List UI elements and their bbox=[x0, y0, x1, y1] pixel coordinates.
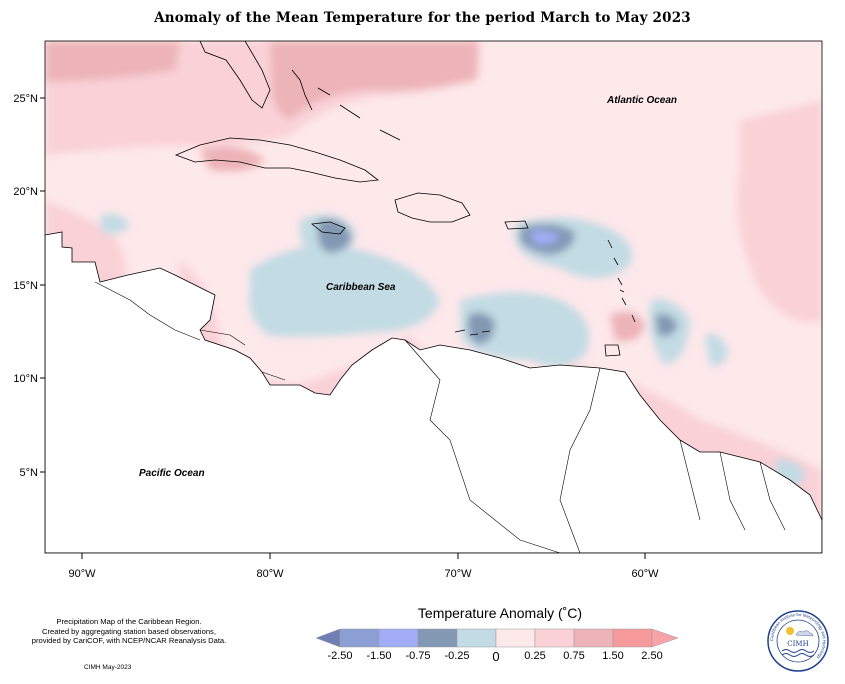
map-title: Anomaly of the Mean Temperature for the … bbox=[154, 10, 691, 26]
legend-bin bbox=[612, 628, 653, 648]
jamaica-outline bbox=[310, 221, 346, 235]
puerto-rico-outline bbox=[504, 220, 529, 230]
color-legend: -2.50 -1.50 -0.75 -0.25 0 0.25 0.75 1.50… bbox=[315, 628, 679, 664]
legend-tick-label: 0.25 bbox=[524, 650, 545, 662]
caribbean-sea-label: Caribbean Sea bbox=[326, 282, 396, 293]
land-masses bbox=[45, 231, 822, 553]
lesser-antilles-outline bbox=[607, 239, 636, 323]
legend-tick-label: 2.50 bbox=[641, 650, 662, 662]
lon-tick-label: 70°W bbox=[444, 568, 472, 580]
abc-islands-outline bbox=[454, 329, 491, 336]
lat-tick-label: 25°N bbox=[13, 93, 38, 105]
legend-bin bbox=[573, 628, 614, 648]
cool-anomaly-areas bbox=[100, 213, 805, 490]
notes-line: provided by CariCOF, with NCEP/NCAR Rean… bbox=[31, 636, 227, 645]
legend-tick-label: 0.75 bbox=[563, 650, 584, 662]
legend-bin bbox=[534, 628, 575, 648]
legend-tick-label: -1.50 bbox=[366, 650, 391, 662]
waves-icon bbox=[781, 649, 815, 657]
country-borders bbox=[94, 281, 786, 553]
issue-date: CIMH May-2023 bbox=[84, 664, 132, 671]
notes-line: Created by aggregating station based obs… bbox=[42, 626, 216, 636]
legend-tick-label: -0.25 bbox=[444, 650, 469, 662]
lat-tick-label: 15°N bbox=[13, 280, 38, 292]
lat-tick-label: 20°N bbox=[13, 186, 38, 198]
central-america-land bbox=[45, 231, 822, 553]
florida-outline bbox=[199, 41, 271, 109]
map-notes: Precipitation Map of the Caribbean Regio… bbox=[14, 617, 244, 646]
legend-bin bbox=[495, 628, 536, 648]
legend-tick-label: -2.50 bbox=[327, 650, 352, 662]
logo-initials: CIMH bbox=[787, 640, 808, 648]
cloud-icon bbox=[795, 630, 814, 637]
sun-icon bbox=[786, 627, 794, 635]
legend-bin bbox=[456, 628, 497, 648]
lon-tick-label: 80°W bbox=[256, 568, 284, 580]
notes-line: Precipitation Map of the Caribbean Regio… bbox=[56, 617, 202, 626]
cuba-outline bbox=[174, 137, 380, 183]
cimh-logo: Caribbean Institute for Meteorology and … bbox=[767, 610, 829, 672]
legend-arrow-low bbox=[315, 628, 341, 648]
islands bbox=[174, 41, 636, 357]
lon-tick-label: 60°W bbox=[631, 568, 659, 580]
legend-tick-label: -0.75 bbox=[405, 650, 430, 662]
legend-title: Temperature Anomaly (˚C) bbox=[417, 605, 583, 621]
legend-bin bbox=[378, 628, 419, 648]
legend-tick-label: 0 bbox=[492, 649, 499, 664]
latitude-axis: 25°N 20°N 15°N 10°N 5°N bbox=[13, 93, 45, 479]
bahamas-outline bbox=[291, 69, 401, 141]
legend-bin bbox=[339, 628, 380, 648]
lon-tick-label: 90°W bbox=[68, 568, 96, 580]
pacific-ocean-label: Pacific Ocean bbox=[139, 468, 205, 479]
hispaniola-outline bbox=[394, 192, 471, 223]
lat-tick-label: 10°N bbox=[13, 373, 38, 385]
legend-bin bbox=[417, 628, 458, 648]
legend-arrow-high bbox=[651, 628, 679, 648]
trinidad-outline bbox=[604, 344, 621, 357]
atlantic-ocean-label: Atlantic Ocean bbox=[606, 95, 677, 106]
lat-tick-label: 5°N bbox=[20, 467, 39, 479]
legend-tick-label: 1.50 bbox=[602, 650, 623, 662]
map-frame bbox=[44, 40, 823, 554]
longitude-axis: 90°W 80°W 70°W 60°W bbox=[68, 553, 659, 580]
